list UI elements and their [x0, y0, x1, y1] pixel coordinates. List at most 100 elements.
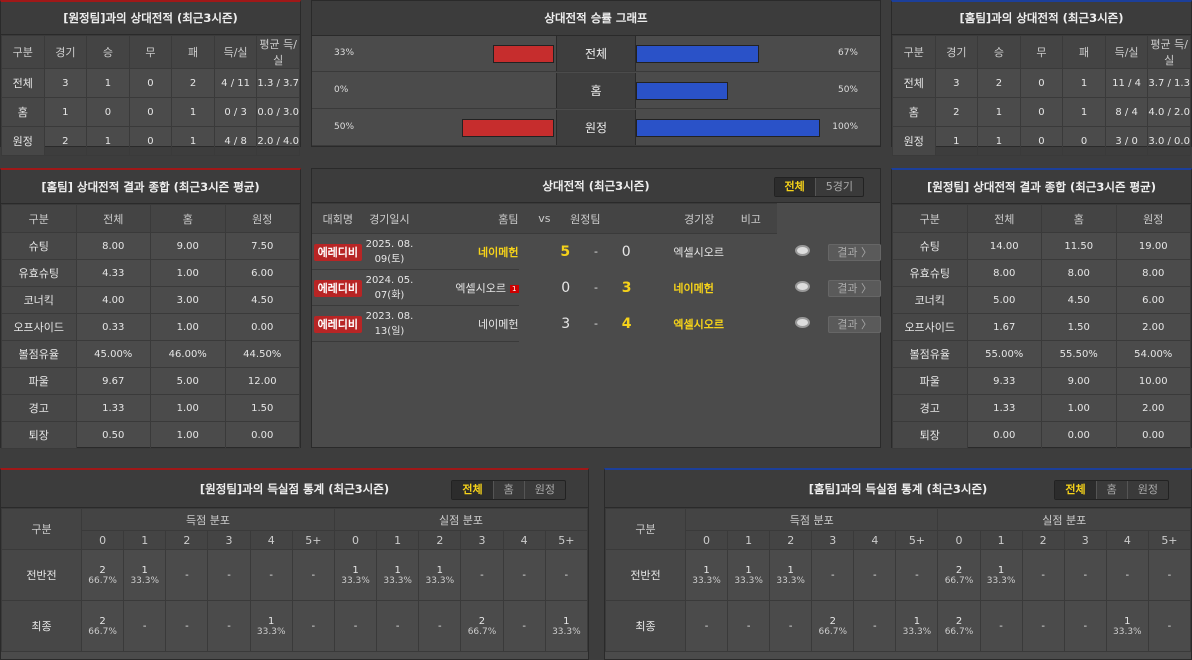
panel-title: [원정팀]과의 득실점 통계 (최근3시즌) [199, 481, 390, 496]
bucket-header: 5+ [1147, 530, 1192, 550]
column-header: 원정 [1115, 204, 1191, 233]
tab-0[interactable]: 전체 [774, 178, 815, 196]
column-header: 경기 [43, 35, 88, 69]
row-label: 볼점유율 [1, 340, 77, 368]
cell: 55.00% [966, 340, 1042, 368]
count: - [873, 620, 877, 632]
cell: - [165, 549, 209, 601]
row-label: 유효슈팅 [1, 259, 77, 287]
stadium-icon[interactable] [794, 244, 810, 256]
league-badge[interactable]: 에레디비 [313, 315, 363, 333]
tab-0[interactable]: 전체 [452, 481, 493, 499]
column-header: 구분 [605, 508, 686, 550]
tab-1[interactable]: 홈 [492, 481, 524, 499]
count: 2 [955, 615, 963, 627]
column-header: 전체 [966, 204, 1042, 233]
result-button[interactable]: 결과 〉 [828, 243, 881, 261]
match-row[interactable]: 에레디비 2023. 08. 13(일) 네이메헌 3 - 4 엑셀시오르 결과 〉 [312, 305, 881, 342]
tab-1[interactable]: 홈 [1095, 481, 1127, 499]
home-team-cell: 네이메헌 [415, 233, 519, 270]
bucket-header: 2 [418, 530, 462, 550]
panel-title: 상대전적 (최근3시즌) [542, 178, 650, 193]
cell: - [727, 600, 771, 652]
percent: 66.7% [88, 626, 117, 637]
home-team[interactable]: 네이메헌 [478, 245, 519, 259]
cell: - [207, 549, 251, 601]
away-team[interactable]: 엑셀시오르 [673, 245, 724, 259]
panel-header: [홈팀]과의 득실점 통계 (최근3시즌) 전체 홈 원정 [605, 470, 1191, 508]
panel-header: 상대전적 승률 그래프 [312, 1, 880, 36]
away-team[interactable]: 네이메헌 [673, 281, 714, 295]
cell: 1 [977, 97, 1021, 127]
away-score: 4 [621, 315, 632, 332]
cell: 3.7 / 1.3 [1147, 68, 1191, 98]
percent: 33.3% [256, 626, 286, 637]
left-percent: 50% [334, 122, 355, 132]
left-bar [493, 45, 554, 63]
tab-2[interactable]: 원정 [523, 481, 565, 499]
right-percent: 67% [837, 48, 858, 58]
cell: 2.00 [1115, 394, 1191, 422]
stadium-icon[interactable] [794, 316, 810, 328]
bucket-header-row: 0 1 2 3 4 5+ 0 1 2 3 4 5+ [606, 530, 1192, 550]
table-row: 슈팅 14.00 11.50 19.00 [892, 232, 1191, 260]
count: 2 [829, 615, 836, 627]
cell: 4.00 [75, 286, 151, 314]
cell: 1 [977, 126, 1021, 156]
cell: 0 [128, 68, 173, 98]
result-button[interactable]: 결과 〉 [828, 315, 881, 333]
count: - [564, 569, 569, 581]
row-label: 파울 [1, 367, 77, 395]
stadium-icon[interactable] [794, 280, 810, 292]
cell: 0 [1019, 97, 1064, 127]
group-header-row: 구분 득점 분포 실점 분포 [605, 508, 1191, 550]
column-header: 득/실 [213, 35, 258, 69]
result-button[interactable]: 결과 〉 [828, 279, 881, 297]
home-team[interactable]: 네이메헌 [478, 317, 519, 331]
home-score: 0 [561, 279, 571, 296]
bucket-header: 4 [502, 530, 546, 550]
cell: 11 / 4 [1104, 68, 1149, 98]
cell: 0.00 [224, 313, 300, 341]
column-header: 대회명 [312, 203, 364, 234]
right-percent: 50% [837, 85, 858, 95]
count: - [438, 620, 442, 632]
left-bar [462, 119, 554, 137]
cell: - [853, 549, 897, 601]
cell: 5.00 [150, 367, 226, 395]
cell: 2 66.7% [80, 549, 125, 601]
stadium-cell [777, 270, 829, 306]
graph-row: 33% 전체 67% [312, 36, 880, 72]
league-badge[interactable]: 에레디비 [313, 243, 363, 261]
tab-2[interactable]: 원정 [1126, 481, 1168, 499]
away-team[interactable]: 엑셀시오르 [673, 317, 724, 331]
match-row[interactable]: 에레디비 2024. 05. 07(화) 엑셀시오르 1 0-3 네이메헌 결과 〉 [312, 269, 881, 306]
cell: - [1105, 549, 1149, 601]
scored-header: 득점 분포 [81, 508, 335, 531]
column-header: 전체 [75, 204, 151, 233]
cell: - [1021, 549, 1065, 601]
graph-row: 0% 홈 50% [312, 73, 880, 109]
conceded-header: 실점 분포 [333, 508, 589, 531]
count: 2 [99, 564, 106, 576]
summary-table: 구분 전체 홈 원정 슈팅 14.00 11.50 19.00 유효슈팅 8.00 8.00 8.00… [892, 204, 1191, 449]
cell: - [502, 600, 546, 652]
tab-1[interactable]: 5경기 [814, 178, 863, 196]
cell: - [895, 549, 939, 601]
column-header: 평균 득/실 [256, 35, 300, 69]
cell: 7.50 [224, 232, 300, 260]
count: 1 [352, 564, 359, 576]
match-row[interactable]: 에레디비 2025. 08. 09(토) 네이메헌 5 - 0 엑셀시오르 결과 〉 [312, 233, 881, 270]
bucket-header: 3 [1063, 530, 1107, 550]
count: - [999, 620, 1003, 632]
count: - [353, 620, 358, 632]
row-label: 최종 [1, 600, 82, 652]
league-badge[interactable]: 에레디비 [313, 279, 363, 297]
left-percent: 0% [334, 85, 349, 95]
cell: 9.33 [966, 367, 1042, 395]
bucket-header: 1 [979, 530, 1023, 550]
tab-0[interactable]: 전체 [1055, 481, 1096, 499]
home-team[interactable]: 엑셀시오르 [455, 281, 507, 295]
cell: 1 33.3% [727, 549, 771, 601]
